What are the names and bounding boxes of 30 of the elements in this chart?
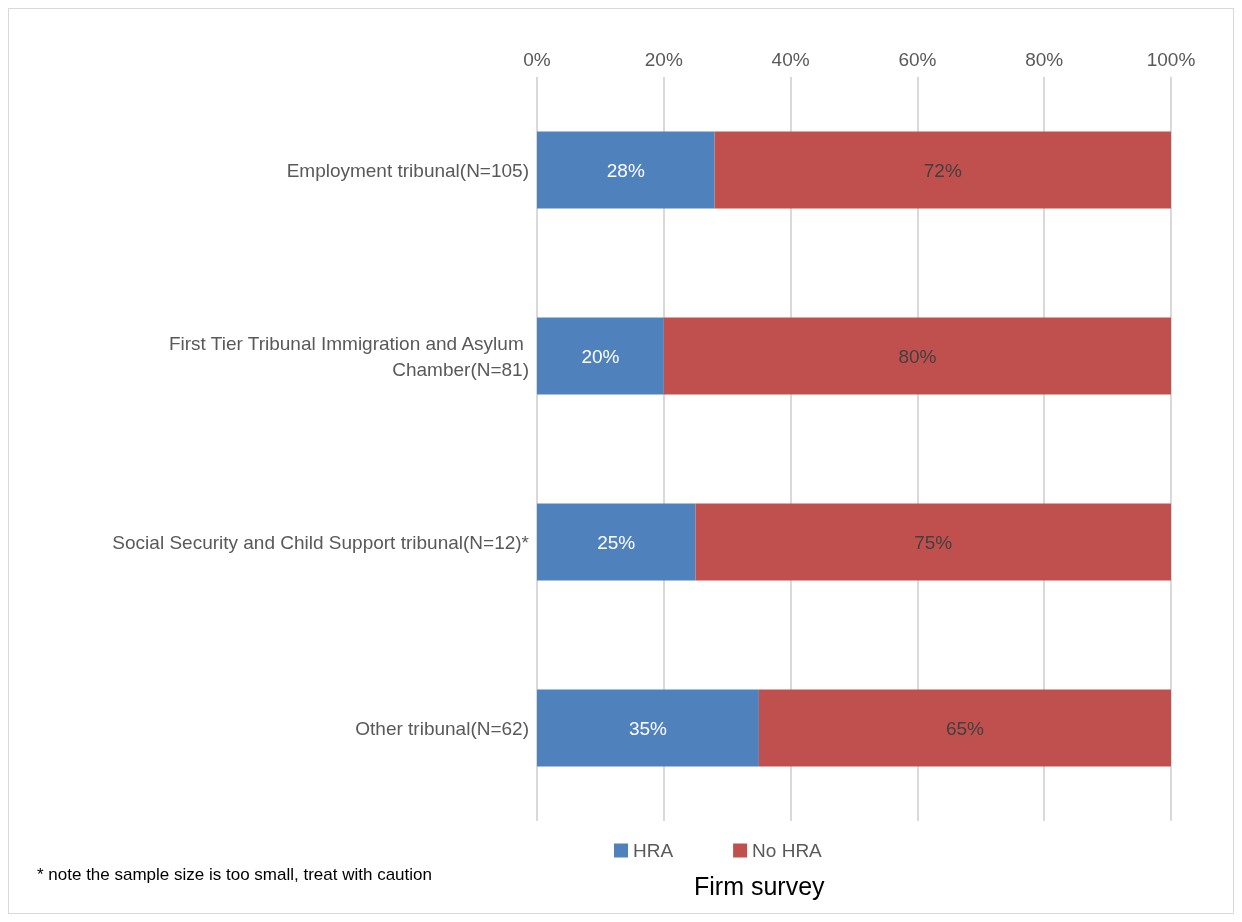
text: Firm survey: [694, 871, 826, 900]
bar: [695, 503, 1171, 581]
bar: [537, 689, 759, 767]
x-tick-label: 20%: [644, 49, 683, 70]
x-tick-label: 0%: [523, 49, 551, 70]
data-label: 35%: [628, 717, 668, 739]
data-label: 28%: [606, 159, 645, 181]
legend-label: HRA: [633, 840, 674, 861]
data-label: 20%: [581, 345, 620, 367]
y-tick-label: Other tribunal(N=62): [355, 717, 529, 739]
bar: [537, 503, 696, 581]
bar: [714, 131, 1171, 209]
data-label: 80%: [898, 345, 937, 367]
x-tick-label: 60%: [898, 49, 937, 70]
data-label: 72%: [923, 159, 962, 181]
data-label: 75%: [914, 531, 953, 553]
legend-label: No HRA: [752, 840, 823, 861]
bar: [758, 689, 1171, 767]
x-tick-label: 100%: [1146, 49, 1196, 70]
data-label: 65%: [945, 717, 985, 739]
x-tick-label: 40%: [771, 49, 810, 70]
data-label: 25%: [597, 531, 636, 553]
y-tick-label: Employment tribunal(N=105): [286, 159, 529, 181]
text: * note the sample size is too small, treat with caution: [37, 865, 432, 884]
bar: [537, 317, 664, 395]
y-tick-label: Social Security and Child Support tribunal(N=12)*: [112, 531, 530, 553]
bar: [537, 131, 715, 209]
x-tick-label: 80%: [1025, 49, 1064, 70]
y-tick-label: First Tier Tribunal Immigration and Asylum Chamber(N=81): [168, 332, 529, 380]
bar: [663, 317, 1171, 395]
